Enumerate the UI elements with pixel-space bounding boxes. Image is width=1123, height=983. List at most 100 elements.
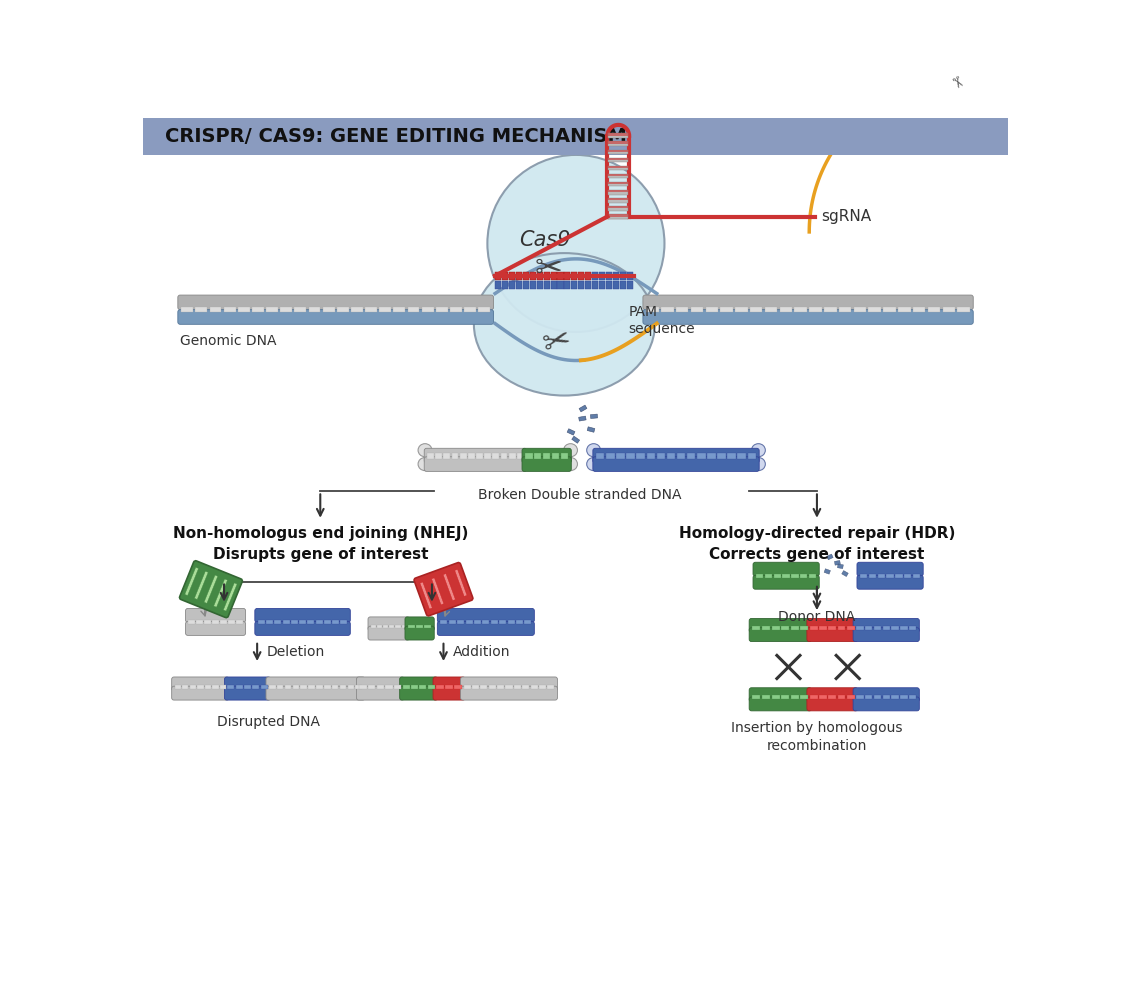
Bar bbox=[637, 453, 645, 459]
Bar bbox=[567, 429, 575, 435]
Bar bbox=[609, 198, 628, 201]
FancyBboxPatch shape bbox=[749, 697, 812, 711]
Bar bbox=[783, 574, 789, 578]
Bar bbox=[482, 620, 490, 624]
Bar bbox=[547, 685, 555, 688]
FancyBboxPatch shape bbox=[255, 608, 350, 622]
Bar bbox=[606, 281, 612, 289]
Bar bbox=[220, 620, 227, 624]
FancyBboxPatch shape bbox=[853, 618, 920, 632]
Bar bbox=[417, 624, 423, 628]
FancyBboxPatch shape bbox=[460, 686, 557, 700]
Ellipse shape bbox=[418, 443, 432, 457]
Bar bbox=[517, 453, 523, 459]
Bar bbox=[572, 272, 577, 279]
Bar bbox=[772, 626, 779, 630]
FancyBboxPatch shape bbox=[266, 686, 365, 700]
Bar bbox=[782, 626, 789, 630]
Bar bbox=[809, 574, 816, 578]
Bar bbox=[377, 624, 382, 628]
Bar bbox=[782, 695, 789, 699]
Bar bbox=[609, 166, 628, 168]
FancyBboxPatch shape bbox=[642, 295, 974, 310]
Bar bbox=[609, 214, 628, 216]
Bar bbox=[774, 574, 780, 578]
Ellipse shape bbox=[564, 443, 577, 457]
Bar bbox=[791, 626, 798, 630]
Bar bbox=[613, 281, 619, 289]
Bar bbox=[539, 685, 546, 688]
Bar bbox=[609, 134, 628, 136]
Ellipse shape bbox=[474, 253, 655, 395]
Bar bbox=[322, 308, 335, 312]
FancyBboxPatch shape bbox=[754, 575, 820, 589]
Bar bbox=[904, 574, 912, 578]
Bar bbox=[609, 149, 628, 154]
Bar bbox=[497, 685, 504, 688]
FancyBboxPatch shape bbox=[424, 448, 527, 463]
Bar bbox=[792, 574, 798, 578]
Text: Insertion by homologous
recombination: Insertion by homologous recombination bbox=[731, 721, 903, 753]
Bar bbox=[491, 620, 497, 624]
FancyBboxPatch shape bbox=[172, 677, 229, 691]
Bar bbox=[182, 685, 189, 688]
Bar bbox=[393, 308, 405, 312]
Bar bbox=[276, 685, 283, 688]
Bar bbox=[212, 685, 219, 688]
Bar bbox=[765, 308, 777, 312]
Bar bbox=[756, 574, 764, 578]
FancyBboxPatch shape bbox=[857, 562, 923, 576]
Bar bbox=[431, 578, 444, 605]
Bar bbox=[883, 695, 889, 699]
Bar bbox=[617, 453, 624, 459]
Text: ✂: ✂ bbox=[535, 252, 563, 285]
Ellipse shape bbox=[586, 457, 601, 471]
Bar bbox=[421, 308, 433, 312]
Bar bbox=[587, 427, 595, 433]
Bar bbox=[403, 685, 410, 688]
Bar bbox=[886, 574, 894, 578]
Bar bbox=[408, 624, 414, 628]
Bar bbox=[323, 620, 331, 624]
Bar bbox=[258, 620, 265, 624]
Bar bbox=[609, 174, 628, 176]
Bar bbox=[299, 620, 307, 624]
Bar bbox=[761, 626, 770, 630]
Text: Deletion: Deletion bbox=[266, 646, 325, 660]
Text: ✂: ✂ bbox=[539, 322, 575, 362]
Bar bbox=[901, 695, 907, 699]
Bar bbox=[847, 626, 855, 630]
Bar bbox=[204, 575, 218, 604]
Bar bbox=[609, 134, 628, 138]
Bar bbox=[449, 620, 456, 624]
Bar bbox=[236, 685, 243, 688]
FancyBboxPatch shape bbox=[522, 448, 572, 463]
Bar bbox=[591, 414, 597, 419]
Bar bbox=[294, 308, 307, 312]
Bar bbox=[606, 453, 614, 459]
Ellipse shape bbox=[586, 443, 601, 457]
FancyBboxPatch shape bbox=[749, 688, 812, 702]
Bar bbox=[380, 308, 391, 312]
Bar bbox=[515, 272, 522, 279]
Bar bbox=[502, 281, 508, 289]
Bar bbox=[281, 308, 292, 312]
Bar bbox=[522, 685, 529, 688]
Bar bbox=[572, 436, 579, 443]
Bar bbox=[481, 685, 487, 688]
Bar bbox=[331, 685, 338, 688]
Bar bbox=[252, 308, 264, 312]
Bar bbox=[853, 308, 866, 312]
Bar bbox=[565, 272, 570, 279]
Bar bbox=[238, 308, 249, 312]
Bar bbox=[359, 685, 367, 688]
Bar bbox=[474, 620, 481, 624]
Bar bbox=[190, 685, 197, 688]
Bar bbox=[395, 624, 401, 628]
Bar bbox=[376, 685, 384, 688]
Bar bbox=[609, 198, 628, 202]
Bar bbox=[705, 308, 718, 312]
Bar bbox=[531, 685, 538, 688]
Bar bbox=[884, 308, 896, 312]
Bar bbox=[877, 574, 885, 578]
